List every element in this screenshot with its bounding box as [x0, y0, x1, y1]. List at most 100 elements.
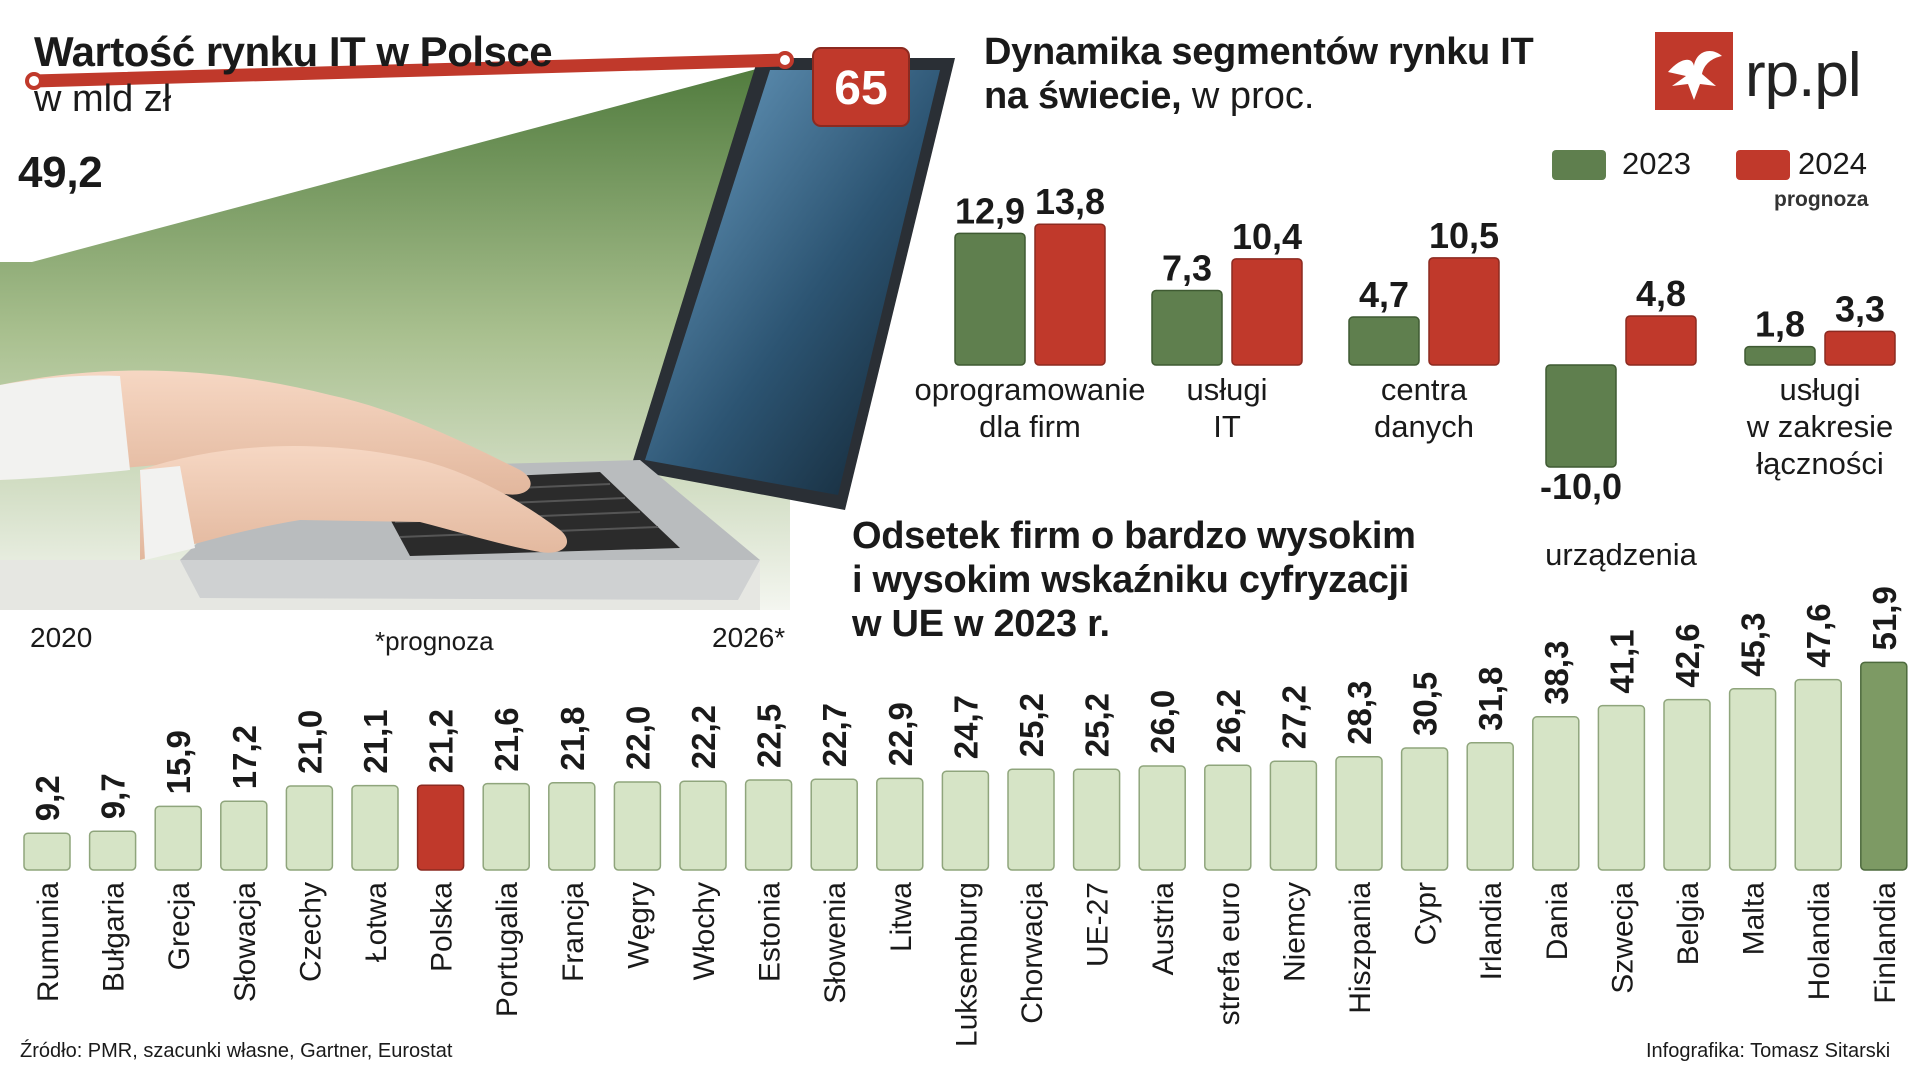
country-name-label: Hiszpania — [1344, 882, 1377, 1014]
country-bar — [613, 781, 662, 871]
market-point-end — [776, 51, 794, 69]
country-name-label: Francja — [557, 882, 590, 982]
country-bar — [679, 780, 727, 871]
country-value-label: 9,2 — [29, 775, 66, 821]
country-bar — [285, 785, 334, 871]
country-bar — [810, 778, 858, 871]
segments-title: Dynamika segmentów rynku IT na świecie, … — [984, 30, 1534, 126]
country-name-label: Estonia — [754, 882, 787, 982]
country-value-label: 38,3 — [1538, 641, 1575, 705]
country-bar — [1204, 764, 1252, 871]
forecast-note: *prognoza — [375, 626, 494, 656]
country-value-label: 22,7 — [816, 703, 853, 767]
segment-bar — [1744, 345, 1816, 366]
country-name-label: Czechy — [294, 882, 327, 982]
market-line — [27, 53, 792, 88]
country-bar — [154, 805, 202, 871]
country-value-label: 22,2 — [685, 705, 722, 769]
legend-swatch-2024 — [1736, 150, 1790, 180]
country-value-label: 25,2 — [1013, 693, 1050, 757]
country-name-label: Litwa — [885, 882, 918, 952]
segments-title-unit: w proc. — [1181, 75, 1315, 117]
segment-value-label: 4,8 — [1636, 273, 1686, 314]
country-value-label: 22,5 — [751, 704, 788, 768]
country-value-label: 26,0 — [1144, 690, 1181, 754]
country-bar — [416, 784, 465, 871]
country-bar — [1663, 698, 1711, 871]
segment-value-label: -10,0 — [1540, 466, 1622, 507]
country-value-label: 26,2 — [1210, 689, 1247, 753]
country-bar — [876, 777, 924, 871]
segment-value-label: 4,7 — [1359, 274, 1409, 315]
country-name-label: Włochy — [688, 882, 721, 980]
country-value-label: 45,3 — [1735, 613, 1772, 677]
credit-note: Infografika: Tomasz Sitarski — [1646, 1040, 1891, 1062]
segments-title-line1: Dynamika segmentów rynku IT — [984, 31, 1534, 73]
legend-2024-note: prognoza — [1774, 188, 1869, 211]
legend-swatch-2023 — [1552, 150, 1606, 180]
country-value-label: 17,2 — [226, 725, 263, 789]
country-value-label: 24,7 — [947, 695, 984, 759]
country-value-label: 47,6 — [1800, 603, 1837, 667]
segment-value-label: 13,8 — [1035, 181, 1105, 222]
country-name-label: Słowenia — [819, 882, 852, 1004]
country-bar — [941, 770, 990, 871]
segment-value-label: 1,8 — [1755, 304, 1805, 345]
country-bar — [744, 779, 793, 871]
segment-bar — [954, 232, 1026, 366]
country-name-label: strefa euro — [1213, 882, 1246, 1025]
country-bar — [1794, 678, 1842, 871]
market-start-value: 49,2 — [18, 148, 103, 197]
country-value-label: 21,0 — [291, 710, 328, 774]
digitalization-chart: 9,2 Rumunia 9,7 Bułgaria 15,9 Grecja 17,2 Słowa… — [23, 586, 1908, 1047]
country-value-label: 9,7 — [95, 773, 132, 819]
segment-bar — [1824, 330, 1896, 366]
right-hand — [140, 446, 568, 560]
country-bar — [1860, 661, 1908, 871]
country-name-label: Rumunia — [32, 882, 65, 1002]
market-trend-line: 65 — [25, 47, 910, 127]
segment-bar — [1231, 258, 1303, 366]
country-value-label: 30,5 — [1407, 672, 1444, 736]
digital-title-line3: w UE w 2023 r. — [852, 603, 1110, 645]
segment-value-label: 10,5 — [1429, 215, 1499, 256]
country-bar — [1007, 768, 1055, 871]
laptop-display — [645, 70, 940, 495]
segment-category-label: centra — [1381, 372, 1468, 407]
country-name-label: Słowacja — [229, 882, 262, 1002]
country-value-label: 22,0 — [619, 706, 656, 770]
country-name-label: Węgry — [622, 882, 655, 969]
segment-bar — [1151, 289, 1223, 366]
market-start-year: 2020 — [30, 622, 93, 653]
segment-category-label: usługi — [1187, 372, 1268, 407]
country-value-label: 21,6 — [488, 707, 525, 771]
country-bar — [23, 832, 71, 871]
segment-value-label: 7,3 — [1162, 248, 1212, 289]
market-illustration — [0, 58, 955, 610]
country-bar — [1138, 765, 1186, 871]
segment-value-label: 10,4 — [1232, 216, 1302, 257]
segment-bar — [1545, 364, 1617, 468]
left-sleeve — [0, 375, 130, 480]
country-bar — [1269, 760, 1318, 871]
country-bar — [220, 800, 268, 871]
country-name-label: Finlandia — [1869, 882, 1902, 1004]
segment-category-label: w zakresie — [1746, 409, 1893, 444]
country-name-label: Cypr — [1410, 882, 1443, 945]
country-name-label: Irlandia — [1475, 882, 1508, 981]
rp-logo — [1655, 32, 1733, 110]
country-bar — [1335, 756, 1383, 871]
eagle-glyph — [1668, 51, 1722, 100]
digital-title-line1: Odsetek firm o bardzo wysokim — [852, 515, 1416, 557]
market-point-start — [25, 71, 43, 90]
rp-logo-text: rp.pl — [1745, 41, 1862, 110]
legend-2024: 2024 — [1798, 146, 1867, 181]
country-name-label: Malta — [1738, 882, 1771, 956]
source-note: Źródło: PMR, szacunki własne, Gartner, E… — [20, 1040, 453, 1062]
country-bar — [1072, 768, 1121, 871]
country-name-label: Holandia — [1803, 882, 1836, 1001]
segment-category-label: urządzenia — [1545, 537, 1697, 572]
segment-bar — [1625, 315, 1697, 366]
